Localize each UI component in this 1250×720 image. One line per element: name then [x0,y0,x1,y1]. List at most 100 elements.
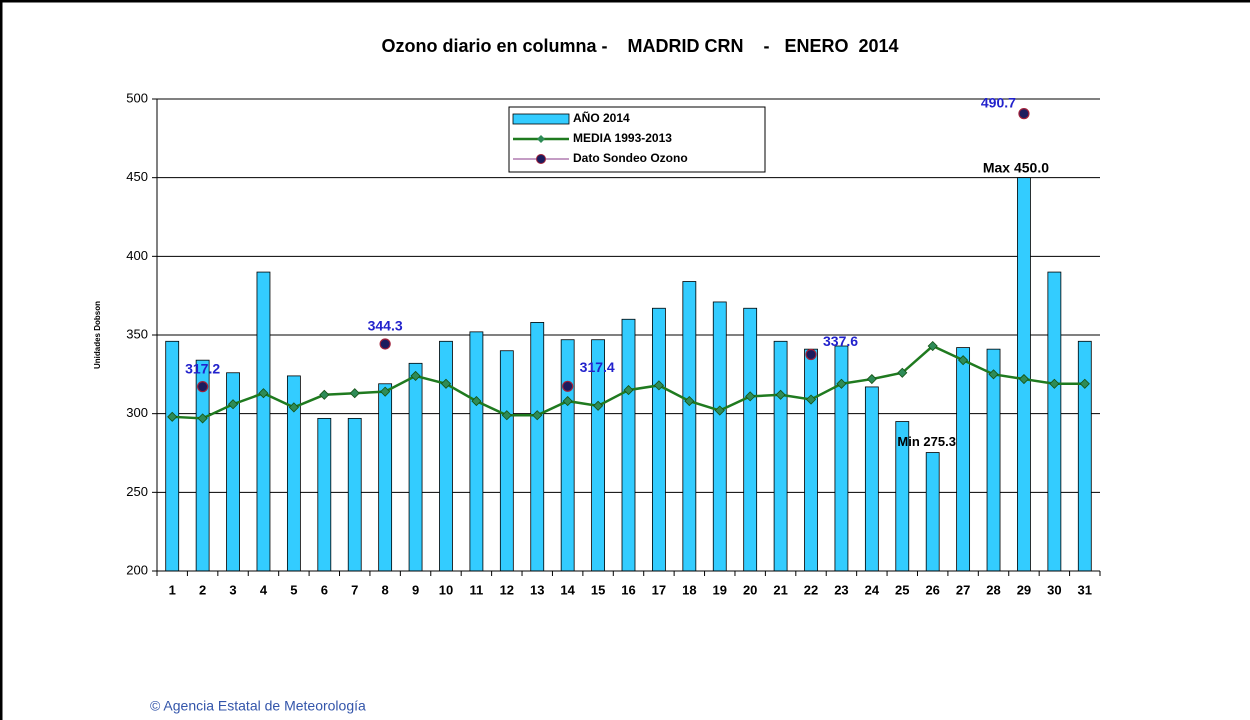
chart-title: Ozono diario en columna - MADRID CRN - E… [381,36,898,56]
line-marker [866,373,877,385]
y-tick-label: 350 [126,326,148,341]
x-tick-label: 2 [199,582,206,597]
bar [956,347,971,572]
legend-marker [537,135,545,143]
line-marker [927,340,938,352]
x-tick-label: 31 [1078,582,1092,597]
bar [682,281,697,572]
data-label: 317.2 [185,360,220,376]
bar [986,348,1001,572]
x-tick-label: 12 [500,582,514,597]
bar [499,350,514,572]
bar [560,339,575,572]
line-marker [532,410,543,421]
line-marker [197,413,208,424]
bar [652,307,666,572]
bar [773,340,788,572]
bar [621,318,636,572]
line-marker [319,389,330,400]
y-tick-label: 400 [126,248,148,263]
x-tick-label: 13 [530,582,544,597]
legend-label: AÑO 2014 [573,110,630,125]
line-marker [958,355,969,366]
line-marker [288,402,299,413]
line-marker [167,411,178,422]
bar [925,452,940,572]
line-marker [440,378,452,389]
y-tick-label: 300 [126,405,148,420]
line-marker [410,370,421,381]
line-marker [745,391,756,402]
x-tick-label: 25 [895,582,909,597]
line-marker [988,369,999,380]
x-tick-label: 28 [986,582,1000,597]
x-tick-label: 17 [652,582,666,597]
sounding-point [1018,108,1030,120]
y-tick-label: 200 [126,562,148,577]
bar [804,348,818,572]
line-marker [623,385,634,396]
line-marker [653,380,664,391]
legend-marker [536,154,546,164]
x-tick-label: 6 [321,582,328,597]
line-marker [1049,378,1060,389]
sounding-point [562,380,574,392]
x-tick-label: 14 [560,582,575,597]
x-tick-label: 20 [743,582,757,597]
line-marker [1018,373,1030,385]
x-tick-label: 4 [260,582,268,597]
sounding-point [805,348,817,361]
x-tick-label: 24 [865,582,880,597]
bar [378,383,393,572]
y-axis-label: Unidades Dobson [93,301,102,369]
bar [1047,271,1062,572]
line-marker [805,394,817,405]
bar [408,362,423,572]
x-tick-label: 5 [290,582,297,597]
line-marker [258,388,269,399]
x-tick-label: 9 [412,582,419,597]
bar [317,417,332,572]
x-tick-label: 21 [773,582,787,597]
x-tick-label: 18 [682,582,696,597]
annotation: Min 275.3 [897,434,956,449]
x-tick-label: 22 [804,582,818,597]
legend-swatch [512,113,570,125]
bar [712,301,727,572]
x-tick-label: 27 [956,582,970,597]
line-marker [714,405,725,416]
data-label: 344.3 [368,318,403,334]
data-label: 490.7 [981,94,1016,110]
x-tick-label: 10 [439,582,453,597]
legend-label: MEDIA 1993-2013 [573,131,672,145]
bar [530,322,545,572]
bar [743,307,758,572]
footer: © Agencia Estatal de Meteorología [150,698,366,714]
annotation: Max 450.0 [983,159,1049,175]
x-tick-label: 8 [382,582,389,597]
bar [469,331,484,572]
line-marker [227,399,239,410]
bar [1077,340,1092,572]
x-tick-label: 3 [229,582,236,597]
data-label: 317.4 [580,359,615,375]
x-tick-label: 30 [1047,582,1061,597]
x-tick-label: 16 [621,582,635,597]
bar [439,340,453,572]
x-tick-label: 7 [351,582,358,597]
x-tick-label: 23 [834,582,848,597]
x-tick-label: 26 [925,582,939,597]
line-marker [684,396,695,407]
x-tick-label: 19 [713,582,727,597]
bar [864,386,879,572]
line-marker [1079,378,1090,389]
sounding-point [379,338,391,350]
line-marker [593,400,604,411]
x-tick-label: 1 [169,582,176,597]
line-marker [501,410,512,421]
line-marker [471,396,482,407]
bar [256,271,271,572]
line-marker [380,386,391,397]
